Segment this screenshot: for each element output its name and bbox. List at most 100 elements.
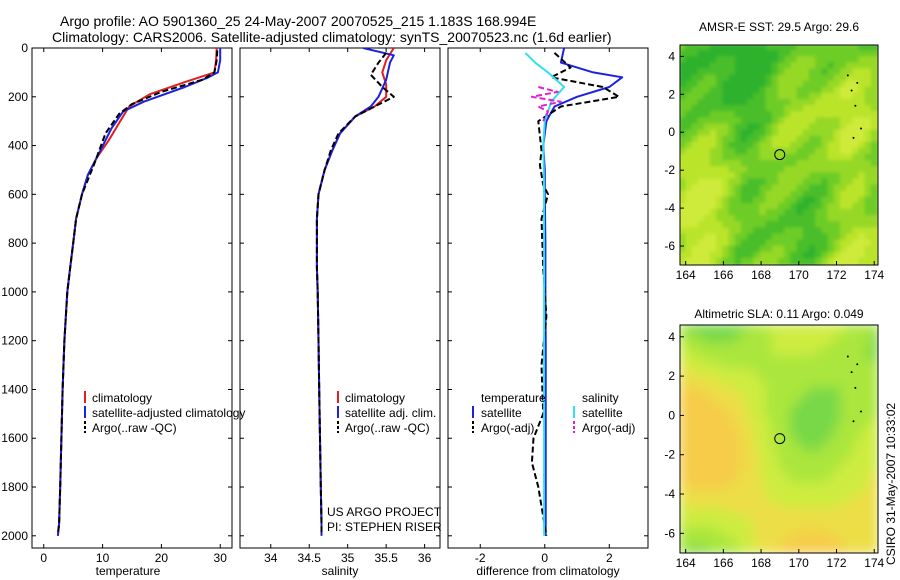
map-cell <box>778 425 787 434</box>
map-cell <box>796 196 805 205</box>
map-cell <box>821 501 830 510</box>
map-cell <box>839 92 849 101</box>
map-cell <box>685 245 694 254</box>
map-cell <box>796 545 805 553</box>
map-cell <box>685 425 694 434</box>
map-cell <box>802 129 811 138</box>
map-cell <box>864 419 873 428</box>
map-cell <box>827 105 836 114</box>
map-cell <box>753 387 762 396</box>
map-cell <box>846 463 855 472</box>
map-cell <box>778 349 787 358</box>
map-cell <box>734 362 743 371</box>
map-cell <box>839 374 849 383</box>
map-cell <box>722 178 731 187</box>
map-cell <box>864 135 873 144</box>
map-cell <box>709 227 719 236</box>
map-cell <box>771 215 780 224</box>
map-cell <box>858 343 867 352</box>
map-cell <box>778 400 787 409</box>
map-cell <box>734 393 743 402</box>
map-cell <box>858 239 867 248</box>
map-cell <box>778 444 787 453</box>
map-cell <box>716 330 725 339</box>
map-cell <box>703 362 712 371</box>
map-cell <box>790 381 799 390</box>
sla-cells <box>680 325 878 553</box>
map-cell <box>728 482 737 491</box>
map-cell <box>697 362 706 371</box>
map-cell <box>852 514 861 523</box>
map-cell <box>839 325 849 333</box>
map-cell <box>864 233 873 242</box>
map-cell <box>778 99 787 108</box>
map-cell <box>771 412 780 421</box>
map-cell <box>784 196 793 205</box>
map-cell <box>846 160 855 169</box>
map-cell <box>716 56 725 65</box>
map-cell <box>858 172 867 181</box>
map-cell <box>870 362 878 371</box>
map-cell <box>680 400 688 409</box>
map-cell <box>753 539 762 548</box>
map-cell <box>839 343 849 352</box>
map-cell <box>765 141 774 150</box>
map-cell <box>747 482 756 491</box>
map-cell <box>808 457 818 466</box>
map-cell <box>697 325 706 333</box>
map-cell <box>680 99 688 108</box>
map-cell <box>703 393 712 402</box>
map-cell <box>691 62 700 71</box>
map-cell <box>716 233 725 242</box>
map-cell <box>784 227 793 236</box>
map-cell <box>685 56 694 65</box>
map-cell <box>839 533 849 542</box>
map-cell <box>802 221 811 230</box>
map-cell <box>815 349 824 358</box>
map-cell <box>691 368 700 377</box>
map-cell <box>759 507 768 516</box>
map-cell <box>821 147 830 156</box>
map-cell <box>697 141 706 150</box>
map-cell <box>716 105 725 114</box>
map-cell <box>703 501 712 510</box>
map-cell <box>839 141 849 150</box>
map-cell <box>778 330 787 339</box>
map-cell <box>703 387 712 396</box>
xtick-label: 34.5 <box>298 551 322 565</box>
map-cell <box>703 184 712 193</box>
map-cell <box>870 387 878 396</box>
map-cell <box>858 68 867 77</box>
map-cell <box>796 99 805 108</box>
map-cell <box>734 239 743 248</box>
map-cell <box>858 221 867 230</box>
map-cell <box>858 412 867 421</box>
map-cell <box>709 482 719 491</box>
map-cell <box>802 257 811 265</box>
map-cell <box>778 166 787 175</box>
map-cell <box>796 412 805 421</box>
map-cell <box>680 412 688 421</box>
map-cell <box>703 476 712 485</box>
map-cell <box>734 349 743 358</box>
map-cell <box>833 533 842 542</box>
map-cell <box>864 545 873 553</box>
map-cell <box>858 374 867 383</box>
map-cell <box>864 507 873 516</box>
map-cell <box>716 178 725 187</box>
map-cell <box>821 349 830 358</box>
map-cell <box>821 400 830 409</box>
map-cell <box>722 50 731 59</box>
legend-label-climatology: climatology <box>345 391 405 405</box>
map-cell <box>716 111 725 120</box>
map-cell <box>839 111 849 120</box>
map-cell <box>808 469 818 478</box>
map-cell <box>852 45 861 53</box>
map-cell <box>771 406 780 415</box>
map-cell <box>784 325 793 333</box>
map-cell <box>778 476 787 485</box>
map-cell <box>821 438 830 447</box>
map-cell <box>771 463 780 472</box>
map-cell <box>697 135 706 144</box>
map-cell <box>858 476 867 485</box>
